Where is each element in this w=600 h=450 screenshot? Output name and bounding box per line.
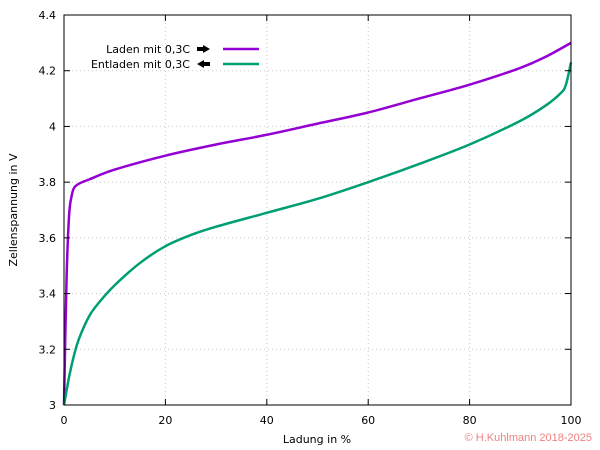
y-tick-label: 3.2 bbox=[39, 343, 57, 356]
y-tick-label: 3.8 bbox=[39, 176, 57, 189]
y-tick-label: 3 bbox=[49, 399, 56, 412]
x-tick-label: 80 bbox=[463, 414, 477, 427]
data-series bbox=[62, 41, 573, 406]
y-tick-labels: 3 3.2 3.4 3.6 3.8 4 4.2 4.4 bbox=[39, 9, 57, 412]
x-tick-label: 60 bbox=[361, 414, 375, 427]
x-tick-label: 0 bbox=[61, 414, 68, 427]
grid-lines bbox=[64, 15, 571, 405]
copyright-notice: © H.Kuhlmann 2018-2025 bbox=[465, 432, 592, 444]
plot-frame bbox=[63, 14, 572, 406]
y-tick-label: 3.4 bbox=[39, 288, 57, 301]
x-axis-label: Ladung in % bbox=[283, 433, 351, 446]
y-tick-label: 3.6 bbox=[39, 232, 57, 245]
arrow-right-icon-head bbox=[203, 45, 210, 53]
arrow-right-icon bbox=[197, 47, 203, 51]
y-tick-label: 4 bbox=[49, 120, 56, 133]
x-tick-label: 20 bbox=[158, 414, 172, 427]
series-line-1 bbox=[62, 62, 573, 406]
x-tick-label: 40 bbox=[260, 414, 274, 427]
x-tick-labels: 0 20 40 60 80 100 bbox=[61, 414, 582, 427]
y-axis-label: Zellenspannung in V bbox=[7, 153, 20, 266]
legend-label-0: Laden mit 0,3C bbox=[106, 43, 190, 56]
series-line-0 bbox=[62, 41, 572, 406]
x-tick-label: 100 bbox=[561, 414, 582, 427]
y-tick-label: 4.4 bbox=[39, 9, 57, 22]
axis-ticks bbox=[63, 14, 572, 406]
legend-label-1: Entladen mit 0,3C bbox=[91, 58, 190, 71]
arrow-left-icon bbox=[204, 62, 210, 66]
arrow-left-icon-head bbox=[197, 60, 204, 68]
legend: Laden mit 0,3C Entladen mit 0,3C bbox=[91, 43, 259, 71]
y-tick-label: 4.2 bbox=[39, 65, 57, 78]
